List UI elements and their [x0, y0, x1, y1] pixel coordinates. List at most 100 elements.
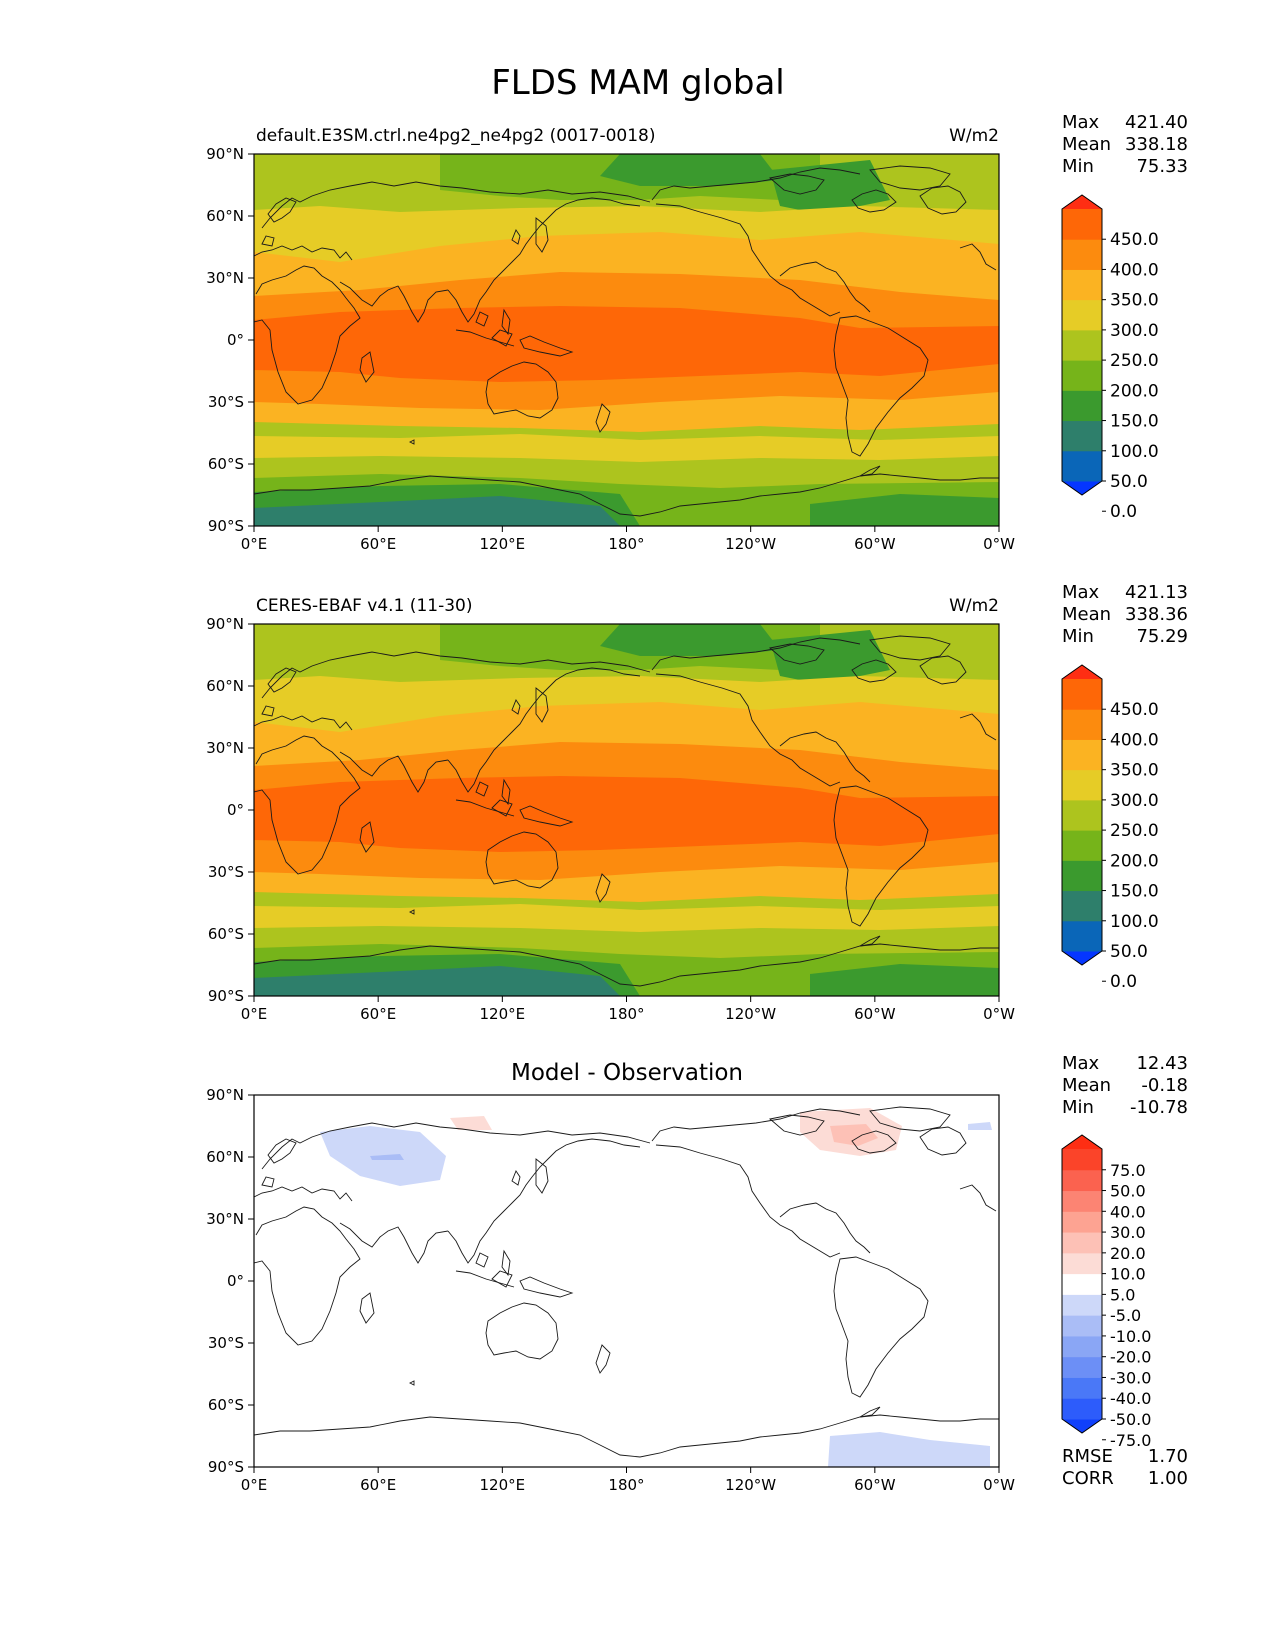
colorbar-tick-label: 0.0 — [1110, 972, 1137, 992]
colorbar-swatch — [1062, 1169, 1102, 1192]
lon-tick-label: 0°E — [241, 1005, 268, 1023]
colorbar-tick-label: 350.0 — [1110, 761, 1159, 781]
colorbar-tick-label: 150.0 — [1110, 412, 1159, 432]
colorbar-swatch — [1062, 1149, 1102, 1171]
lon-tick-label: 180° — [608, 1005, 644, 1023]
colorbar-tick-label: 250.0 — [1110, 351, 1159, 371]
lat-tick-label: 0° — [227, 1272, 244, 1290]
lat-axis: 90°N 60°N 30°N 0° 30°S 60°S 90°S — [206, 1086, 254, 1476]
colorbar: 75.0 50.040.0 30.0 20.0 10.05.0 -5.0 -10.0 -20.… — [1061, 1134, 1151, 1450]
lon-tick-label: 180° — [608, 1476, 644, 1494]
lat-tick-label: 90°S — [208, 517, 244, 535]
colorbar-swatch — [1062, 1211, 1102, 1233]
metric-value: 1.70 — [1148, 1446, 1188, 1467]
stats-block: Max 421.40 Mean 338.18 Min 75.33 — [1062, 112, 1188, 177]
lon-tick-label: 60°E — [360, 535, 396, 553]
stats-block: Max 12.43 Mean -0.18 Min -10.78 — [1062, 1053, 1188, 1118]
colorbar-swatch — [1062, 1273, 1102, 1295]
colorbar-tick-label: 200.0 — [1110, 381, 1159, 401]
metrics-block: RMSE 1.70 CORR 1.00 — [1062, 1446, 1188, 1489]
lon-tick-label: 120°W — [725, 535, 776, 553]
panel-title-left: default.E3SM.ctrl.ne4pg2_ne4pg2 (0017-00… — [256, 126, 656, 146]
colorbar-tick-label: 40.0 — [1110, 1202, 1146, 1221]
colorbar-tick-label: 0.0 — [1110, 502, 1137, 522]
colorbar-swatch — [1062, 679, 1102, 710]
colorbar-extend-max — [1062, 195, 1102, 209]
stat-value: -10.78 — [1130, 1097, 1188, 1118]
stat-label: Max — [1062, 112, 1100, 133]
lon-axis: 0°E 60°E 120°E 180° 120°W 60°W 0°W — [241, 996, 1015, 1023]
colorbar-tick-label: 100.0 — [1110, 442, 1159, 462]
lon-tick-label: 0°E — [241, 535, 268, 553]
colorbar-tick-label: 450.0 — [1110, 230, 1159, 250]
colorbar-swatch — [1062, 890, 1102, 922]
lat-tick-label: 60°S — [208, 455, 244, 473]
lon-axis: 0°E 60°E 120°E 180° 120°W 60°W 0°W — [241, 1467, 1015, 1494]
colorbar-swatch — [1062, 920, 1102, 952]
colorbar-extend-min — [1062, 951, 1102, 965]
lon-tick-label: 60°E — [360, 1476, 396, 1494]
colorbar-swatch — [1062, 209, 1102, 240]
stat-value: 338.36 — [1125, 604, 1188, 625]
colorbar-swatch — [1062, 1356, 1102, 1378]
stat-label: Max — [1062, 1053, 1100, 1074]
lat-tick-label: 90°N — [206, 1086, 244, 1104]
lat-axis: 90°N 60°N 30°N 0° 30°S 60°S 90°S — [206, 615, 254, 1005]
colorbar-tick-label: -30.0 — [1110, 1368, 1151, 1387]
lat-tick-label: 90°N — [206, 145, 244, 163]
colorbar-tick-label: 75.0 — [1110, 1161, 1146, 1180]
stat-label: Mean — [1062, 604, 1111, 625]
lon-tick-label: 120°E — [480, 1005, 526, 1023]
lat-tick-label: 30°N — [206, 739, 244, 757]
stat-value: 75.29 — [1136, 626, 1188, 647]
colorbar-tick-label: -50.0 — [1110, 1410, 1151, 1429]
map-field-diff — [254, 1095, 999, 1467]
colorbar-swatch — [1062, 1377, 1102, 1399]
stat-value: 421.13 — [1125, 582, 1188, 603]
lat-tick-label: 30°S — [208, 393, 244, 411]
lat-tick-label: 90°S — [208, 1458, 244, 1476]
lat-tick-label: 60°S — [208, 1396, 244, 1414]
lon-tick-label: 120°E — [480, 1476, 526, 1494]
colorbar-tick-label: 10.0 — [1110, 1265, 1146, 1284]
colorbar-swatch — [1062, 360, 1102, 391]
colorbar-extend-max — [1062, 1135, 1102, 1149]
colorbar-swatch — [1062, 1294, 1102, 1316]
stat-value: 12.43 — [1136, 1053, 1188, 1074]
colorbar-swatch — [1062, 1190, 1102, 1212]
lat-axis: 90°N 60°N 30°N 0° 30°S 60°S 90°S — [206, 145, 254, 535]
colorbar-swatch — [1062, 1232, 1102, 1254]
colorbar-extend-max — [1062, 665, 1102, 679]
metric-label: CORR — [1062, 1468, 1114, 1489]
colorbar-tick-label: 50.0 — [1110, 942, 1148, 962]
lat-tick-label: 30°N — [206, 1210, 244, 1228]
colorbar-tick-label: 400.0 — [1110, 260, 1159, 280]
lon-tick-label: 0°E — [241, 1476, 268, 1494]
colorbar-swatch — [1062, 1335, 1102, 1358]
stat-label: Min — [1062, 626, 1094, 647]
colorbar: 450.0 400.0 350.0 300.0 250.0 200.0 150.0 100.0… — [1061, 194, 1159, 522]
colorbar-swatch — [1062, 450, 1102, 482]
figure-title: FLDS MAM global — [491, 63, 785, 103]
colorbar-swatch — [1062, 329, 1102, 361]
colorbar-tick-label: 150.0 — [1110, 882, 1159, 902]
lon-axis: 0°E 60°E 120°E 180° 120°W 60°W 0°W — [241, 526, 1015, 553]
lon-tick-label: 0°W — [983, 1005, 1015, 1023]
lat-tick-label: 90°N — [206, 615, 244, 633]
lat-tick-label: 60°N — [206, 207, 244, 225]
colorbar-swatch — [1062, 299, 1102, 331]
panel-units: W/m2 — [949, 596, 999, 616]
stat-label: Min — [1062, 1097, 1094, 1118]
colorbar-tick-label: 5.0 — [1110, 1285, 1135, 1304]
colorbar-tick-label: 300.0 — [1110, 791, 1159, 811]
lat-tick-label: 30°S — [208, 863, 244, 881]
colorbar-tick-label: 50.0 — [1110, 1182, 1146, 1201]
lon-tick-label: 60°W — [854, 1005, 896, 1023]
colorbar-swatch — [1062, 830, 1102, 861]
lat-tick-label: 30°N — [206, 269, 244, 287]
colorbar-swatch — [1062, 799, 1102, 831]
colorbar-swatch — [1062, 860, 1102, 892]
colorbar: 450.0 400.0 350.0 300.0 250.0 200.0 150.0 100.0… — [1061, 664, 1159, 992]
colorbar-tick-label: -40.0 — [1110, 1389, 1151, 1408]
metric-value: 1.00 — [1148, 1468, 1188, 1489]
